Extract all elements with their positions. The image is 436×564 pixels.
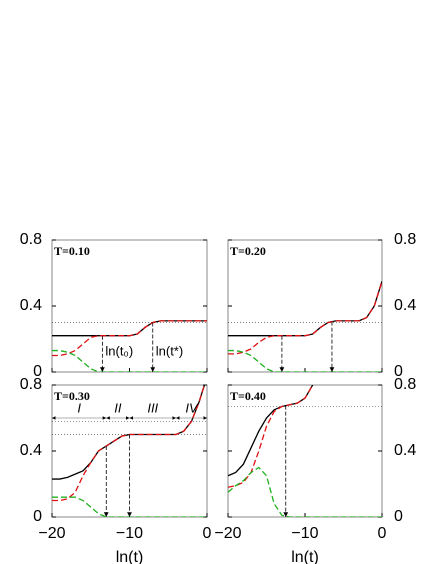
- panel-title: T=0.40: [230, 389, 266, 403]
- panel: T=0.10 0 0.4 0.8 ln(t₀) ln(t*): [20, 231, 208, 380]
- arrow-label: ln(t₀): [105, 343, 133, 358]
- x-axis-label: ln(t): [291, 549, 319, 564]
- x-tick-label: −20: [38, 525, 65, 542]
- x-tick-label: 0: [203, 525, 212, 542]
- curves: [228, 385, 382, 517]
- arrow-label: ln(t*): [156, 343, 183, 358]
- x-axis-label: ln(t): [116, 549, 144, 564]
- x-tick-label: −10: [291, 525, 318, 542]
- panel-title: T=0.20: [230, 244, 266, 258]
- x-tick-label: −10: [116, 525, 143, 542]
- x-tick-label: 0: [378, 525, 387, 542]
- region-label: I: [77, 400, 81, 415]
- x-tick-label: −20: [214, 525, 241, 542]
- region-label: II: [114, 400, 122, 415]
- curves: [228, 281, 382, 372]
- curves: [52, 320, 207, 372]
- y-tick-label: 0: [33, 508, 42, 525]
- curve: [228, 281, 382, 355]
- curve: [228, 349, 382, 372]
- panel: T=0.40 0 0.4 0.8 −20 −10 0 ln(t): [214, 376, 416, 564]
- y-tick-label: 0: [394, 508, 403, 525]
- y-tick-label: 0.8: [394, 376, 416, 393]
- plot-frame: [227, 239, 383, 373]
- y-tick-label: 0.8: [20, 231, 42, 248]
- panel: T=0.20 0 0.4 0.8: [227, 231, 416, 380]
- y-tick-label: 0.8: [20, 376, 42, 393]
- y-tick-label: 0.4: [20, 442, 42, 459]
- y-tick-label: 0.4: [20, 297, 42, 314]
- y-tick-label: 0: [394, 363, 403, 380]
- y-tick-label: 0.4: [394, 297, 416, 314]
- curve: [52, 349, 207, 372]
- y-tick-label: 0: [33, 363, 42, 380]
- panel-title: T=0.10: [54, 244, 90, 258]
- curve: [228, 385, 314, 488]
- region-label: III: [147, 400, 158, 415]
- y-tick-label: 0.8: [394, 231, 416, 248]
- curve: [228, 281, 382, 337]
- curve: [228, 466, 382, 517]
- curve: [52, 320, 207, 357]
- plot-frame: [227, 384, 383, 518]
- y-tick-label: 0.4: [394, 442, 416, 459]
- curve: [52, 320, 207, 337]
- panel-title: T=0.30: [54, 389, 90, 403]
- region-label: IV: [185, 400, 199, 415]
